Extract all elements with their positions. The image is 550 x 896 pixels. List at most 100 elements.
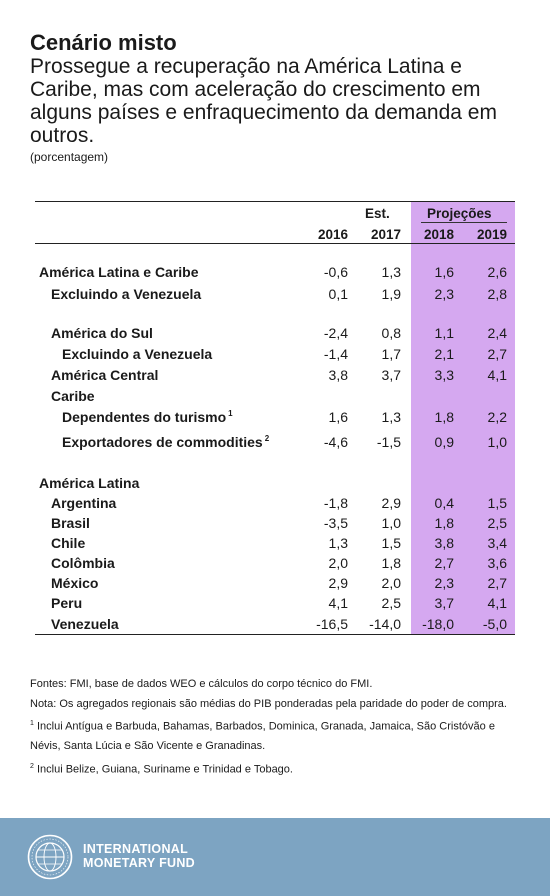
row-label-text: América Latina e Caribe xyxy=(39,264,199,280)
cell-2019: 2,7 xyxy=(487,575,507,591)
row-label: Venezuela xyxy=(51,616,119,632)
table-bottom-rule xyxy=(35,634,515,635)
cell-2017: 1,7 xyxy=(381,346,401,362)
cell-2018: -18,0 xyxy=(422,616,454,632)
projections-highlight xyxy=(411,201,515,635)
row-label: Dependentes do turismo 1 xyxy=(62,409,233,425)
col-header-2016: 2016 xyxy=(317,227,348,242)
row-label-text: América Central xyxy=(51,367,159,383)
cell-2016: -2,4 xyxy=(323,325,348,341)
row-label: Excluindo a Venezuela xyxy=(51,286,201,302)
row-label: América Central xyxy=(51,367,158,383)
col-header-2017: 2017 xyxy=(370,227,401,242)
cell-2016: 2,0 xyxy=(328,555,348,571)
cell-2019: 3,4 xyxy=(487,535,507,551)
cell-2018: 3,8 xyxy=(434,535,454,551)
row-label-text: América do Sul xyxy=(51,325,153,341)
cell-2017: 1,8 xyxy=(381,555,401,571)
cell-2019: 1,5 xyxy=(487,495,507,511)
cell-2018: 1,1 xyxy=(434,325,454,341)
footnote-marker: 1 xyxy=(228,409,233,419)
cell-2017: 3,7 xyxy=(381,367,401,383)
imf-footer: INTERNATIONAL MONETARY FUND xyxy=(0,818,550,896)
row-label: Excluindo a Venezuela xyxy=(62,346,212,362)
table-top-rule xyxy=(35,201,515,202)
cell-2016: 1,3 xyxy=(328,535,348,551)
row-label: Colômbia xyxy=(51,555,115,571)
row-label-text: Dependentes do turismo xyxy=(62,409,227,425)
row-label: Chile xyxy=(51,535,85,551)
cell-2019: 2,5 xyxy=(487,515,507,531)
cell-2017: 1,0 xyxy=(381,515,401,531)
row-label: Peru xyxy=(51,595,82,611)
row-label-text: Excluindo a Venezuela xyxy=(51,286,202,302)
cell-2018: 0,4 xyxy=(434,495,454,511)
cell-2016: -4,6 xyxy=(323,434,348,450)
col-header-2019: 2019 xyxy=(476,227,507,242)
row-label-text: Peru xyxy=(51,595,83,611)
cell-2017: -1,5 xyxy=(376,434,401,450)
cell-2019: 2,8 xyxy=(487,286,507,302)
row-label-text: Exportadores de commodities xyxy=(62,434,263,450)
imf-name-line2: MONETARY FUND xyxy=(83,856,195,870)
cell-2016: 3,8 xyxy=(328,367,348,383)
cell-2017: 1,9 xyxy=(381,286,401,302)
footnote-2-marker: 2 xyxy=(30,762,34,770)
cell-2018: 0,9 xyxy=(434,434,454,450)
cell-2019: 2,6 xyxy=(487,264,507,280)
est-header: Est. xyxy=(365,206,390,221)
imf-seal-icon xyxy=(27,834,73,880)
row-label: América do Sul xyxy=(51,325,153,341)
cell-2016: 0,1 xyxy=(328,286,348,302)
notes: Fontes: FMI, base de dados WEO e cálculo… xyxy=(30,675,520,780)
projections-header: Projeções xyxy=(427,206,492,221)
cell-2017: 1,5 xyxy=(381,535,401,551)
row-label-text: Brasil xyxy=(51,515,90,531)
cell-2016: 1,6 xyxy=(328,409,348,425)
row-label-text: Argentina xyxy=(51,495,117,511)
cell-2019: 4,1 xyxy=(487,367,507,383)
cell-2018: 1,6 xyxy=(434,264,454,280)
cell-2019: 1,0 xyxy=(487,434,507,450)
chart-subtitle: Prossegue a recuperação na América Latin… xyxy=(30,55,497,147)
cell-2018: 2,1 xyxy=(434,346,454,362)
cell-2016: -16,5 xyxy=(316,616,348,632)
cell-2017: -14,0 xyxy=(369,616,401,632)
cell-2018: 3,7 xyxy=(434,595,454,611)
row-label-text: Chile xyxy=(51,535,86,551)
cell-2017: 0,8 xyxy=(381,325,401,341)
row-label: Brasil xyxy=(51,515,90,531)
cell-2018: 2,3 xyxy=(434,575,454,591)
header-rule xyxy=(35,243,515,244)
cell-2019: 4,1 xyxy=(487,595,507,611)
cell-2018: 2,7 xyxy=(434,555,454,571)
cell-2017: 1,3 xyxy=(381,409,401,425)
row-label: México xyxy=(51,575,98,591)
row-label: América Latina xyxy=(39,475,139,491)
cell-2016: -0,6 xyxy=(323,264,348,280)
cell-2016: -1,4 xyxy=(323,346,348,362)
cell-2019: 2,2 xyxy=(487,409,507,425)
row-label: Caribe xyxy=(51,388,95,404)
cell-2016: -3,5 xyxy=(323,515,348,531)
row-label: Argentina xyxy=(51,495,116,511)
row-label: América Latina e Caribe xyxy=(39,264,199,280)
footnote-1-text: Inclui Antígua e Barbuda, Bahamas, Barba… xyxy=(30,720,495,753)
footnote-1: 1 Inclui Antígua e Barbuda, Bahamas, Bar… xyxy=(30,714,520,757)
cell-2018: 1,8 xyxy=(434,515,454,531)
cell-2016: 4,1 xyxy=(328,595,348,611)
row-label-text: Excluindo a Venezuela xyxy=(62,346,213,362)
sources-note: Fontes: FMI, base de dados WEO e cálculo… xyxy=(30,678,373,690)
imf-name-line1: INTERNATIONAL xyxy=(83,842,189,856)
cell-2017: 2,9 xyxy=(381,495,401,511)
imf-name: INTERNATIONAL MONETARY FUND xyxy=(83,842,195,870)
cell-2016: 2,9 xyxy=(328,575,348,591)
cell-2019: 2,4 xyxy=(487,325,507,341)
footnote-marker: 2 xyxy=(264,434,270,444)
cell-2019: -5,0 xyxy=(482,616,507,632)
projections-underline xyxy=(421,222,507,223)
row-label-text: Colômbia xyxy=(51,555,115,571)
chart-title: Cenário misto xyxy=(30,30,177,55)
cell-2017: 2,5 xyxy=(381,595,401,611)
cell-2018: 1,8 xyxy=(434,409,454,425)
